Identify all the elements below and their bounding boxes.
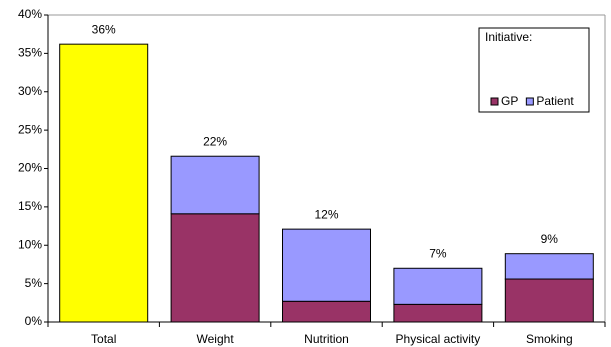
legend-label: Patient xyxy=(536,94,574,108)
x-tick-label: Smoking xyxy=(526,332,573,346)
data-label: 12% xyxy=(314,207,338,221)
data-label: 22% xyxy=(203,134,227,148)
y-tick-label: 0% xyxy=(25,314,43,328)
y-tick-label: 5% xyxy=(25,276,43,290)
bar-segment xyxy=(504,253,594,280)
y-tick-label: 40% xyxy=(18,7,42,21)
x-tick-label: Nutrition xyxy=(304,332,349,346)
bar-segment xyxy=(170,213,260,323)
y-tick-label: 20% xyxy=(18,161,42,175)
x-tick-label: Weight xyxy=(197,332,235,346)
y-tick-label: 25% xyxy=(18,122,42,136)
bar-segment xyxy=(59,43,149,323)
legend-label: GP xyxy=(501,94,518,108)
bar-segment xyxy=(282,300,371,323)
bar-segment xyxy=(282,228,371,302)
bar-segment xyxy=(393,303,483,323)
bar-segment xyxy=(170,155,260,215)
y-tick-label: 15% xyxy=(18,199,42,213)
x-tick-label: Physical activity xyxy=(396,332,481,346)
bar-segment xyxy=(393,267,483,305)
y-tick-label: 35% xyxy=(18,46,42,60)
data-label: 36% xyxy=(92,22,116,36)
x-tick-label: Total xyxy=(91,332,116,346)
y-tick-label: 10% xyxy=(18,237,42,251)
data-label: 7% xyxy=(429,246,447,260)
legend-title: Initiative: xyxy=(485,30,532,44)
data-label: 9% xyxy=(541,232,559,246)
legend-swatch xyxy=(525,97,534,106)
legend-swatch xyxy=(490,97,499,106)
bar-segment xyxy=(504,278,594,323)
y-tick-label: 30% xyxy=(18,84,42,98)
